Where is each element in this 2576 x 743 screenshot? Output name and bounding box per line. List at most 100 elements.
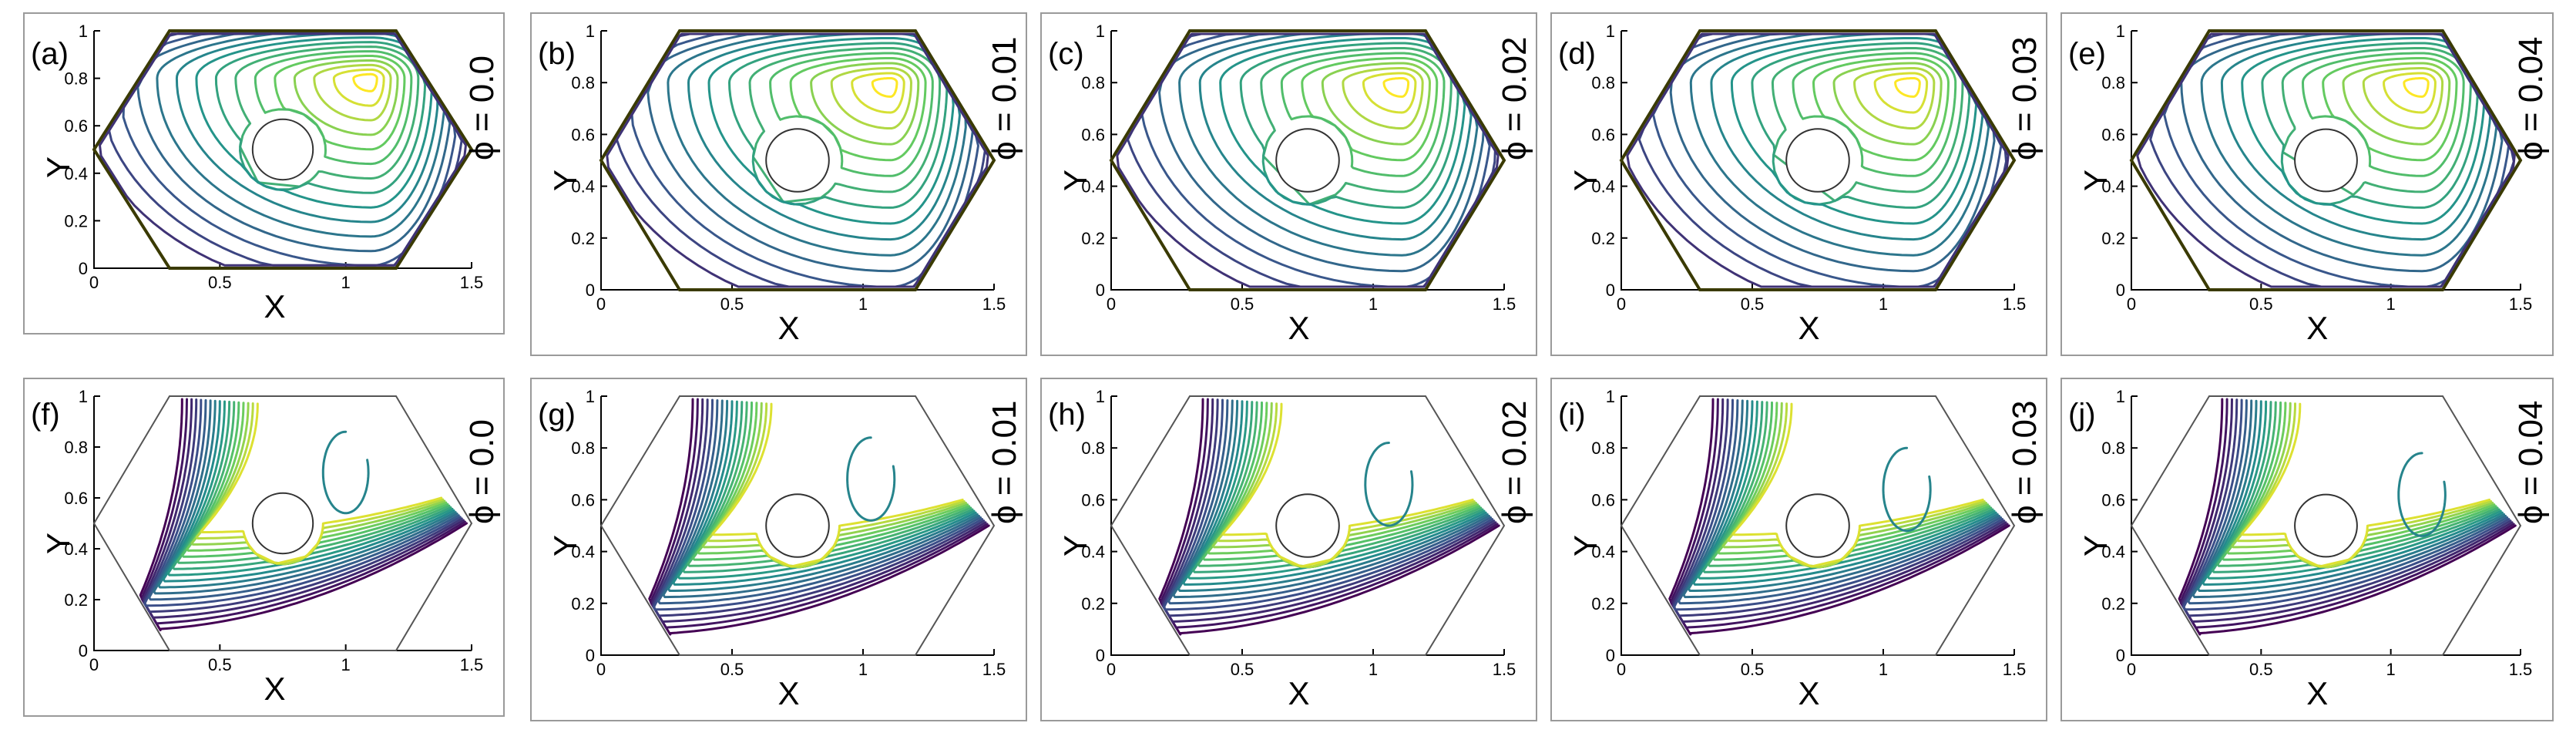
isotherm-contour [140,398,466,626]
y-tick-label: 0.4 [571,543,595,562]
isotherm-contour [707,402,966,569]
streamline-contour [352,72,378,92]
y-tick-label: 0 [2116,281,2125,300]
isotherm-contour [1162,398,1496,617]
panel-label: (g) [538,398,576,432]
x-tick-label: 1 [1879,660,1888,679]
hexagonal-cavity-boundary [1110,395,1506,656]
y-tick-label: 0 [2116,646,2125,665]
y-tick-label: 1 [586,387,595,406]
hexagonal-cavity-boundary [599,29,996,291]
streamline-contour [1362,72,1417,114]
isotherm-contour [2226,402,2496,569]
panel-label: (a) [31,37,69,71]
isotherm-contour [2202,400,2504,586]
y-tick-label: 0 [1096,646,1105,665]
isotherm-contour [1668,398,2010,636]
inner-cylinder [765,128,830,193]
hexagonal-cavity-boundary [92,29,474,270]
y-tick-label: 0.2 [64,211,88,230]
panel-label: (i) [1558,398,1586,432]
x-tick-label: 1.5 [2509,660,2533,679]
x-axis-label: X [264,671,286,707]
y-tick-label: 0 [1606,281,1615,300]
phi-value-label: ϕ = 0.01 [986,400,1023,524]
streamline-contour [789,57,927,162]
contour-plot: 0 0.5 1 1.5 0 0.2 0.4 0.6 0.8 1 [2101,22,2532,314]
y-tick-label: 0.4 [2101,543,2125,562]
inner-cylinder [2294,128,2358,193]
isotherm-contour [1670,398,2009,630]
inner-cylinder [765,493,830,558]
streamline-contour [2322,57,2458,162]
y-tick-label: 0.2 [64,590,88,610]
y-tick-label: 0.2 [2101,229,2125,248]
streamline-contour [1832,62,1943,146]
streamline-contour [810,62,920,146]
x-tick-label: 1 [2386,660,2396,679]
y-tick-label: 0.8 [1081,439,1105,458]
x-tick-label: 0 [1107,660,1116,679]
isotherm-contour [1678,399,2003,605]
x-tick-label: 0.5 [1741,660,1765,679]
isotherm-contour [1687,399,1999,592]
y-tick-label: 0.6 [1591,125,1615,144]
x-tick-label: 1.5 [2003,294,2027,314]
isotherm-contour [682,401,974,573]
isotherm-contour [1697,400,1996,580]
isotherm-contour [195,402,445,566]
contour-plot: 0 0.5 1 1.5 0 0.2 0.4 0.6 0.8 1 [1081,387,1516,679]
y-tick-label: 0.4 [1591,543,1615,562]
isotherm-contour [652,398,986,617]
x-tick-label: 0.5 [2249,294,2273,314]
isotherm-contour [2181,398,2514,624]
streamline-contour [1301,57,1439,162]
inner-cylinder [1785,128,1850,193]
streamline-contour [2362,67,2444,129]
y-tick-label: 0.6 [2101,490,2125,509]
x-axis-label: X [1288,310,1310,346]
y-axis-label: Y [2077,170,2114,192]
x-axis-label: X [1798,310,1820,346]
streamline-contour [1280,52,1446,177]
x-tick-label: 1 [2386,294,2396,314]
isotherm-contour [2187,399,2509,605]
y-tick-label: 0.8 [2101,73,2125,92]
streamline-contour [1812,57,1950,162]
x-axis-label: X [264,288,286,324]
isotherm-contour [2216,401,2499,569]
panel-label: (h) [1048,398,1086,432]
isotherm-contour [2191,399,2507,599]
streamline-contour [748,47,942,203]
streamline-contour [1771,47,1964,203]
x-tick-label: 1 [341,273,351,292]
isotherm-contour [2206,400,2502,580]
phi-value-label: ϕ = 0.02 [1496,36,1533,160]
y-tick-label: 1 [1096,387,1105,406]
isotherm-contour [190,402,446,565]
panel-label: (c) [1048,37,1084,71]
y-tick-label: 0.8 [571,73,595,92]
plume-contour [2397,452,2447,537]
x-tick-label: 0.5 [1231,294,1254,314]
y-tick-label: 1 [79,387,88,406]
panel-label: (b) [538,37,576,71]
streamline-contour [2136,32,2516,288]
y-tick-label: 0 [79,641,88,661]
isotherm-contour [672,400,977,586]
isotherm-contour [1221,402,1474,568]
streamline-contour [2281,47,2472,197]
x-tick-label: 1.5 [460,273,484,292]
streamline-contour [1873,72,1929,114]
panel-label: (j) [2068,398,2096,432]
isotherm-contour [667,399,979,592]
x-tick-label: 1 [1369,660,1378,679]
isotherm-contour [166,400,454,577]
x-tick-label: 1.5 [460,655,484,674]
inner-cylinder [251,118,314,181]
x-tick-label: 1.5 [982,660,1006,679]
